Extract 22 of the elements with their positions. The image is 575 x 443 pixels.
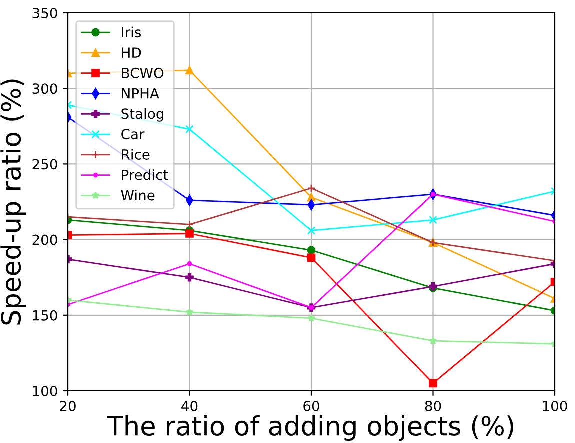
x-tick-label: 20 bbox=[60, 400, 76, 412]
x-tick-label: 100 bbox=[543, 400, 568, 412]
y-tick-label: 250 bbox=[32, 159, 58, 170]
legend-label: Stalog bbox=[122, 108, 164, 122]
y-axis-title: Speed-up ratio (%) bbox=[0, 80, 26, 325]
legend-label: BCWO bbox=[122, 68, 164, 78]
legend-label: Rice bbox=[122, 149, 150, 160]
x-axis-title: The ratio of adding objects (%) bbox=[107, 416, 514, 442]
y-tick-label: 350 bbox=[32, 8, 58, 18]
y-tick-label: 100 bbox=[33, 386, 58, 396]
y-tick-label: 150 bbox=[33, 310, 58, 321]
legend-label: HD bbox=[122, 48, 142, 58]
legend-label: Car bbox=[122, 129, 145, 140]
legend-label: Iris bbox=[122, 26, 141, 38]
y-tick-label: 300 bbox=[32, 84, 58, 94]
x-tick-label: 40 bbox=[182, 400, 198, 412]
legend-label: NPHA bbox=[122, 88, 160, 99]
x-tick-label: 80 bbox=[425, 400, 442, 412]
legend-label: Wine bbox=[121, 190, 155, 201]
legend-label: Predict bbox=[122, 170, 168, 180]
x-tick-label: 60 bbox=[304, 400, 320, 412]
y-tick-label: 200 bbox=[32, 234, 58, 246]
